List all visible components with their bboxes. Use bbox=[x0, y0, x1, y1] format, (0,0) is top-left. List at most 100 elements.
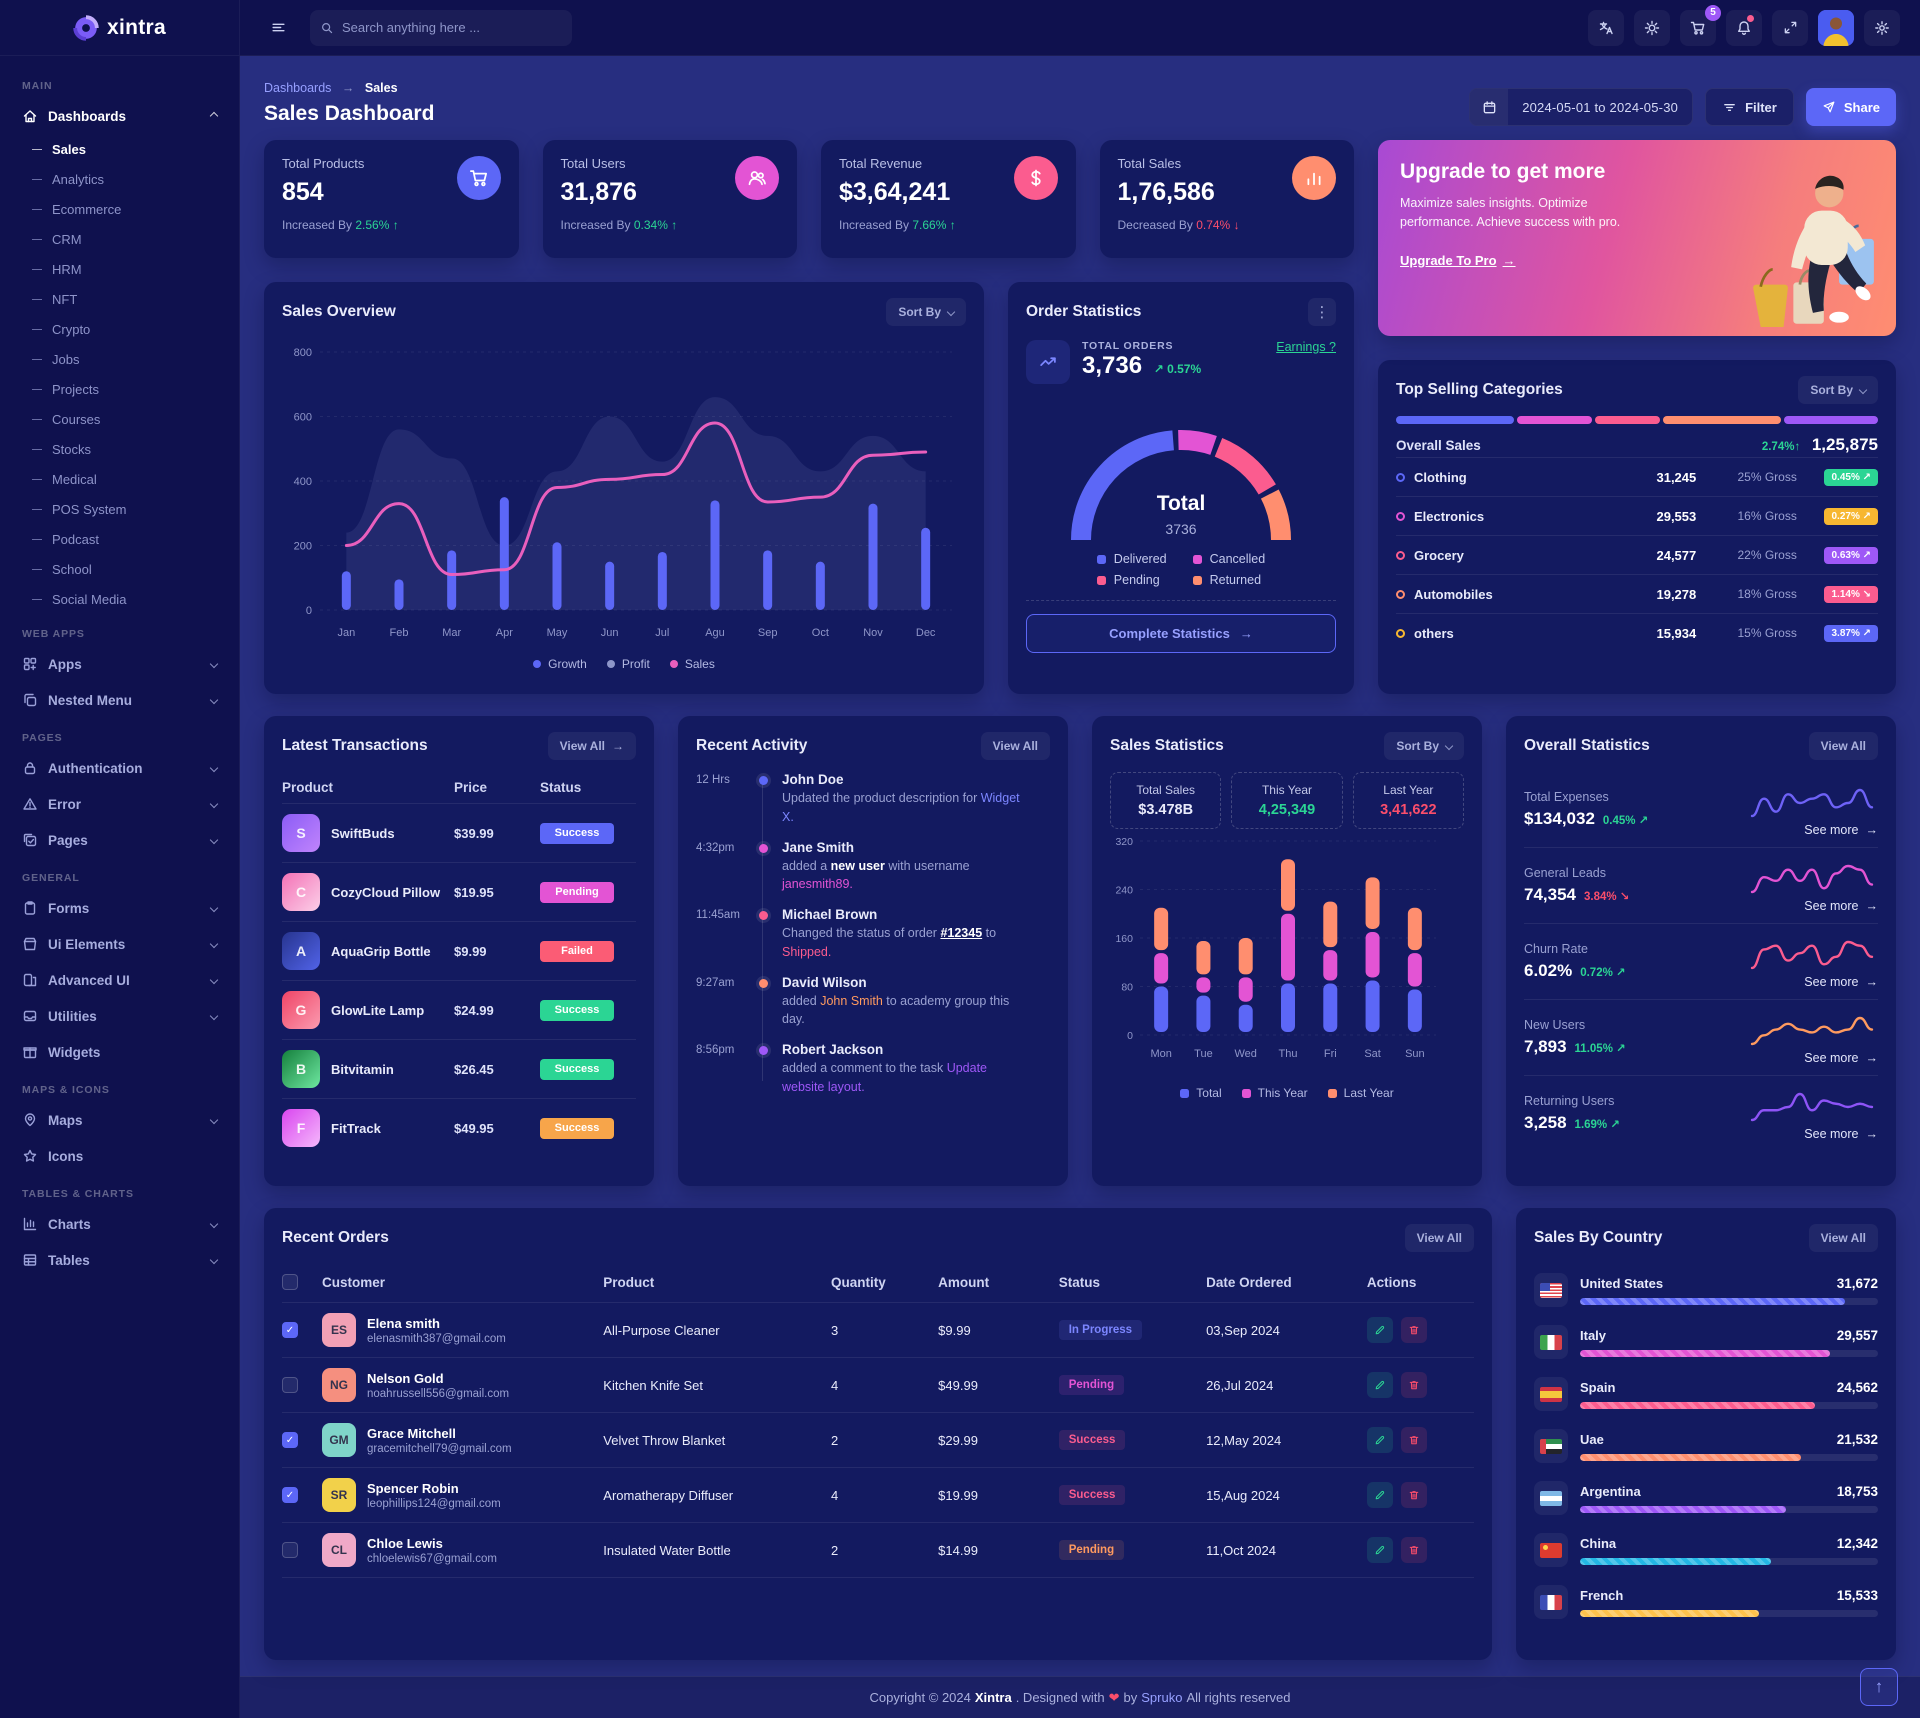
search-box[interactable] bbox=[310, 9, 572, 46]
share-button[interactable]: Share bbox=[1805, 88, 1896, 126]
sidebar-item-hrm[interactable]: HRM bbox=[20, 254, 225, 284]
country-progress-track bbox=[1580, 1505, 1878, 1513]
sidebar-item-analytics[interactable]: Analytics bbox=[20, 164, 225, 194]
sidebar-item-label: Authentication bbox=[48, 760, 143, 776]
sidebar-item-crypto[interactable]: Crypto bbox=[20, 314, 225, 344]
edit-button[interactable] bbox=[1366, 1482, 1393, 1508]
see-more-link[interactable]: See more → bbox=[1804, 899, 1878, 913]
see-more-link[interactable]: See more → bbox=[1804, 975, 1878, 989]
sidebar-item-social-media[interactable]: Social Media bbox=[20, 584, 225, 614]
sidebar-item-dashboards[interactable]: Dashboards bbox=[14, 98, 225, 134]
order-statistics-menu-button[interactable]: ⋮ bbox=[1308, 298, 1336, 326]
latest-transactions-view-all-button[interactable]: View All → bbox=[547, 732, 636, 760]
settings-button[interactable] bbox=[1864, 9, 1900, 46]
see-more-link[interactable]: See more → bbox=[1804, 1051, 1878, 1065]
edit-button[interactable] bbox=[1366, 1537, 1393, 1563]
kpi-card-total-users: Total Users 31,876 Increased By 0.34% ↑ bbox=[542, 140, 797, 258]
top-categories-sort-button[interactable]: Sort By bbox=[1798, 376, 1878, 404]
earnings-link[interactable]: Earnings ? bbox=[1276, 340, 1336, 354]
upgrade-cta-link[interactable]: Upgrade To Pro → bbox=[1400, 252, 1516, 268]
see-more-link[interactable]: See more → bbox=[1804, 1127, 1878, 1141]
recent-activity-view-all-button[interactable]: View All bbox=[980, 732, 1050, 760]
select-all-checkbox[interactable] bbox=[282, 1274, 298, 1290]
stat-delta: 0.72% ↗ bbox=[1580, 967, 1626, 979]
see-more-link[interactable]: See more → bbox=[1804, 823, 1878, 837]
edit-button[interactable] bbox=[1366, 1427, 1393, 1453]
sidebar-item-school[interactable]: School bbox=[20, 554, 225, 584]
row-checkbox[interactable]: ✓ bbox=[282, 1487, 298, 1503]
country-row-french: French 15,533 bbox=[1534, 1576, 1878, 1628]
sidebar-item-pos-system[interactable]: POS System bbox=[20, 494, 225, 524]
sidebar-item-medical[interactable]: Medical bbox=[20, 464, 225, 494]
sidebar-item-sales[interactable]: Sales bbox=[20, 134, 225, 164]
row-checkbox[interactable]: ✓ bbox=[282, 1322, 298, 1338]
stat-label: Total Expenses bbox=[1524, 790, 1609, 804]
translate-button[interactable] bbox=[1588, 9, 1624, 46]
delete-button[interactable] bbox=[1400, 1537, 1427, 1563]
overall-statistics-view-all-button[interactable]: View All bbox=[1808, 732, 1878, 760]
upgrade-title: Upgrade to get more bbox=[1400, 160, 1606, 183]
latest-transactions-columns: Product Price Status bbox=[282, 772, 636, 803]
user-avatar[interactable] bbox=[1818, 9, 1854, 46]
sidebar-item-stocks[interactable]: Stocks bbox=[20, 434, 225, 464]
sidebar-item-authentication[interactable]: Authentication bbox=[14, 750, 225, 786]
row-checkbox[interactable]: ✓ bbox=[282, 1432, 298, 1448]
sidebar-item-apps[interactable]: Apps bbox=[14, 646, 225, 682]
sidebar-toggle-button[interactable] bbox=[260, 10, 296, 46]
fullscreen-button[interactable] bbox=[1772, 9, 1808, 46]
sidebar-item-podcast[interactable]: Podcast bbox=[20, 524, 225, 554]
sidebar-item-utilities[interactable]: Utilities bbox=[14, 998, 225, 1034]
sidebar-item-crm[interactable]: CRM bbox=[20, 224, 225, 254]
edit-button[interactable] bbox=[1366, 1317, 1393, 1343]
cart-button[interactable]: 5 bbox=[1680, 4, 1721, 46]
delete-button[interactable] bbox=[1400, 1317, 1427, 1343]
search-input[interactable] bbox=[342, 20, 562, 35]
theme-toggle-button[interactable] bbox=[1634, 9, 1670, 46]
kpi-delta-prefix: Increased By bbox=[839, 218, 913, 232]
sidebar-item-projects[interactable]: Projects bbox=[20, 374, 225, 404]
recent-orders-table: Customer Product Quantity Amount Status Date … bbox=[282, 1264, 1474, 1578]
sidebar-item-ecommerce[interactable]: Ecommerce bbox=[20, 194, 225, 224]
filter-button[interactable]: Filter bbox=[1705, 88, 1794, 126]
stat-info: Returning Users 3,258 1.69% ↗ bbox=[1524, 1094, 1620, 1133]
svg-text:0: 0 bbox=[306, 605, 312, 617]
sidebar-item-jobs[interactable]: Jobs bbox=[20, 344, 225, 374]
legend-dot bbox=[1192, 554, 1202, 564]
sidebar-item-label: Ecommerce bbox=[52, 201, 122, 217]
sidebar-item-icons[interactable]: Icons bbox=[14, 1138, 225, 1174]
sidebar-item-ui-elements[interactable]: Ui Elements bbox=[14, 926, 225, 962]
sidebar-item-error[interactable]: Error bbox=[14, 786, 225, 822]
sidebar-item-charts[interactable]: Charts bbox=[14, 1206, 225, 1242]
sidebar-item-nested-menu[interactable]: Nested Menu bbox=[14, 682, 225, 718]
row-checkbox[interactable] bbox=[282, 1542, 298, 1558]
sidebar-item-forms[interactable]: Forms bbox=[14, 890, 225, 926]
transaction-product: G GlowLite Lamp bbox=[282, 991, 454, 1029]
sidebar-item-widgets[interactable]: Widgets bbox=[14, 1034, 225, 1070]
breadcrumb-dashboards[interactable]: Dashboards bbox=[264, 81, 332, 95]
designer-link[interactable]: Spruko bbox=[1141, 1690, 1183, 1705]
sidebar-item-maps[interactable]: Maps bbox=[14, 1102, 225, 1138]
customer-email: leophillips124@gmail.com bbox=[367, 1497, 501, 1510]
edit-button[interactable] bbox=[1366, 1372, 1393, 1398]
sales-overview-sort-button[interactable]: Sort By bbox=[886, 298, 966, 326]
scroll-to-top-button[interactable]: ↑ bbox=[1860, 1668, 1898, 1706]
delete-button[interactable] bbox=[1400, 1482, 1427, 1508]
sales-by-country-view-all-button[interactable]: View All bbox=[1808, 1224, 1878, 1252]
activity-time: 11:45am bbox=[696, 909, 740, 921]
delete-button[interactable] bbox=[1400, 1372, 1427, 1398]
row-checkbox[interactable] bbox=[282, 1377, 298, 1393]
notifications-button[interactable] bbox=[1726, 9, 1762, 46]
sidebar-item-nft[interactable]: NFT bbox=[20, 284, 225, 314]
sidebar-item-pages[interactable]: Pages bbox=[14, 822, 225, 858]
complete-statistics-button[interactable]: Complete Statistics → bbox=[1026, 614, 1336, 653]
date-range-picker[interactable]: 2024-05-01 to 2024-05-30 bbox=[1469, 88, 1694, 126]
brand[interactable]: xintra bbox=[0, 0, 239, 56]
sidebar-item-courses[interactable]: Courses bbox=[20, 404, 225, 434]
sales-statistics-sort-button[interactable]: Sort By bbox=[1384, 732, 1464, 760]
delete-button[interactable] bbox=[1400, 1427, 1427, 1453]
sidebar-item-label: HRM bbox=[52, 261, 82, 277]
recent-orders-view-all-button[interactable]: View All bbox=[1404, 1224, 1474, 1252]
sidebar-item-advanced-ui[interactable]: Advanced UI bbox=[14, 962, 225, 998]
sidebar-item-tables[interactable]: Tables bbox=[14, 1242, 225, 1278]
overall-sales-value: 1,25,875 bbox=[1811, 435, 1878, 454]
